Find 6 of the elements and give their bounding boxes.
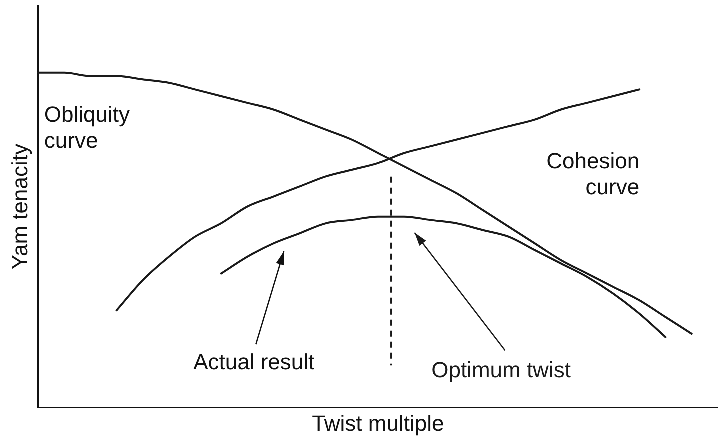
text: Optimum twist: [432, 358, 571, 383]
x-axis-title: Twist multiple: [312, 410, 444, 436]
series-label: Cohesion curve: [546, 148, 640, 200]
series-label: Obliquity curve: [44, 102, 130, 153]
annotation: Actual result: [194, 350, 315, 375]
y-axis-title: Yam tenacity: [7, 144, 32, 270]
